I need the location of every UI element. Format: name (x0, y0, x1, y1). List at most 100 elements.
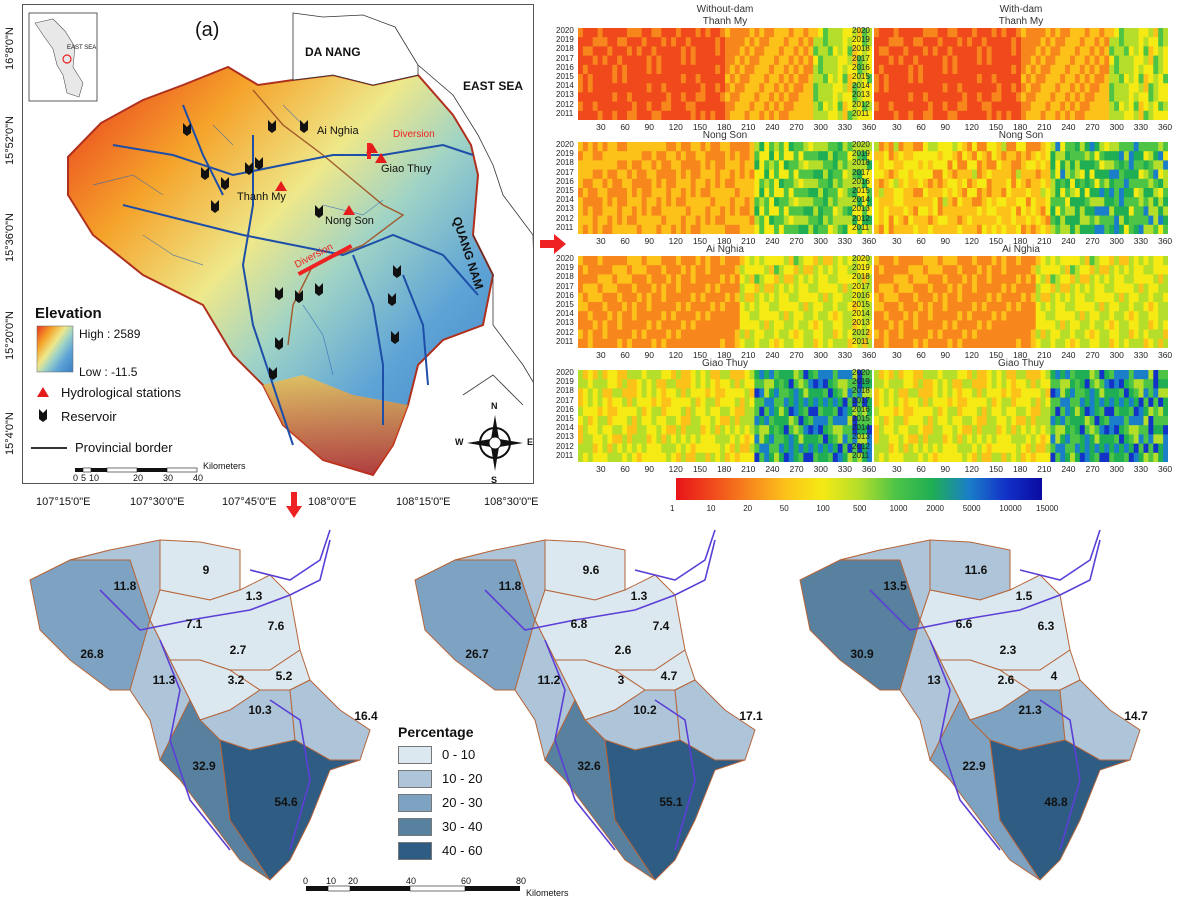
heatmap-cell (715, 64, 721, 75)
heatmap-cell (1114, 406, 1120, 417)
heatmap-cell (1123, 283, 1130, 294)
heatmap-cell (1006, 101, 1012, 112)
heatmap-cell (1158, 64, 1164, 75)
heatmap-cell (671, 224, 677, 234)
heatmap-cell (602, 274, 608, 285)
heatmap-cell (631, 311, 638, 321)
heatmap-cell (972, 338, 978, 348)
heatmap-cell (1030, 160, 1037, 171)
heatmap-cell (651, 188, 657, 198)
heatmap-cell (842, 370, 848, 380)
heatmap-cell (636, 55, 643, 66)
heatmap-cell (680, 425, 687, 435)
heatmap-cell (695, 64, 701, 75)
heatmap-cell (612, 283, 618, 294)
heatmap-cell (764, 370, 770, 380)
heatmap-cell (996, 160, 1002, 171)
heatmap-cell (617, 338, 623, 348)
heatmap-station-title: Thanh My (702, 16, 748, 27)
heatmap-cell (862, 370, 868, 380)
heatmap-cell (744, 188, 750, 198)
heatmap-cell (913, 206, 919, 217)
heatmap-cell (793, 224, 799, 234)
heatmap-cell (612, 406, 618, 417)
heatmap-cell (695, 416, 701, 426)
heatmap-cell (754, 379, 760, 389)
heatmap-cell (666, 338, 672, 348)
heatmap-cell (888, 406, 895, 417)
heatmap-cell (1021, 224, 1027, 234)
heatmap-cell (661, 434, 667, 445)
heatmap-cell (1138, 101, 1144, 112)
heatmap-cell (1040, 397, 1046, 408)
heatmap-cell (627, 338, 633, 348)
heatmap-cell (641, 64, 648, 75)
heatmap-cell (937, 320, 944, 331)
heatmap-cell (852, 55, 858, 66)
heatmap-cell (908, 178, 914, 189)
heatmap-cell (813, 397, 819, 408)
heatmap-cell (592, 206, 599, 217)
heatmap-cell (729, 83, 736, 93)
heatmap-cell (1079, 151, 1086, 161)
heatmap-cell (1001, 416, 1007, 426)
heatmap-cell (793, 74, 799, 84)
heatmap-cell (627, 425, 633, 435)
heatmap-cell (646, 110, 652, 120)
heatmap-cell (893, 64, 899, 75)
heatmap-cell (578, 265, 584, 275)
heatmap-year-tick: 2013 (556, 204, 574, 214)
heatmap-cell (1065, 425, 1071, 435)
heatmap-cell (813, 151, 819, 161)
heatmap-cell (878, 206, 885, 217)
heatmap-cell (1119, 302, 1125, 312)
heatmap-cell (976, 388, 983, 399)
heatmap-cell (996, 274, 1002, 285)
heatmap-cell (739, 46, 746, 57)
heatmap-cell (680, 388, 687, 399)
heatmap-cell (627, 311, 633, 321)
heatmap-cell (774, 338, 780, 348)
heatmap-cell (739, 329, 746, 340)
heatmap-cell (695, 320, 701, 331)
heatmap-cell (671, 338, 677, 348)
heatmap-cell (1065, 74, 1071, 84)
heatmap-station-title: Ai Nghia (1002, 244, 1040, 255)
heatmap-cell (1104, 406, 1110, 417)
heatmap-cell (803, 169, 809, 180)
heatmap-cell (783, 311, 790, 321)
heatmap-cell (646, 37, 652, 47)
heatmap-cell (764, 160, 770, 171)
heatmap-cell (947, 397, 953, 408)
heatmap-cell (862, 311, 868, 321)
heatmap-cell (1006, 443, 1012, 454)
heatmap-cell (1050, 311, 1056, 321)
heatmap-cell (646, 406, 652, 417)
heatmap-cell (1045, 28, 1051, 38)
heatmap-cell (852, 101, 858, 112)
heatmap-x-tick: 150 (692, 122, 707, 132)
heatmap-cell (1070, 443, 1076, 454)
heatmap-cell (754, 425, 760, 435)
heatmap-cell (666, 188, 672, 198)
heatmap-cell (774, 425, 780, 435)
heatmap-cell (913, 265, 919, 275)
heatmap-cell (636, 370, 643, 380)
heatmap-cell (996, 142, 1002, 152)
heatmap-cell (898, 311, 904, 321)
heatmap-cell (1143, 434, 1149, 445)
heatmap-cell (986, 338, 993, 348)
heatmap-cell (942, 397, 948, 408)
heatmap-cell (1035, 283, 1042, 294)
heatmap-cell (991, 338, 997, 348)
heatmap-cell (1060, 101, 1066, 112)
heatmap-cell (1025, 83, 1032, 93)
heatmap-cell (962, 92, 968, 103)
heatmap-cell (739, 256, 746, 266)
heatmap-cell (622, 329, 628, 340)
heatmap-cell (1158, 74, 1164, 84)
heatmap-cell (952, 215, 958, 226)
heatmap-cell (744, 388, 750, 399)
heatmap-cell (1016, 397, 1022, 408)
heatmap-cell (883, 197, 890, 207)
